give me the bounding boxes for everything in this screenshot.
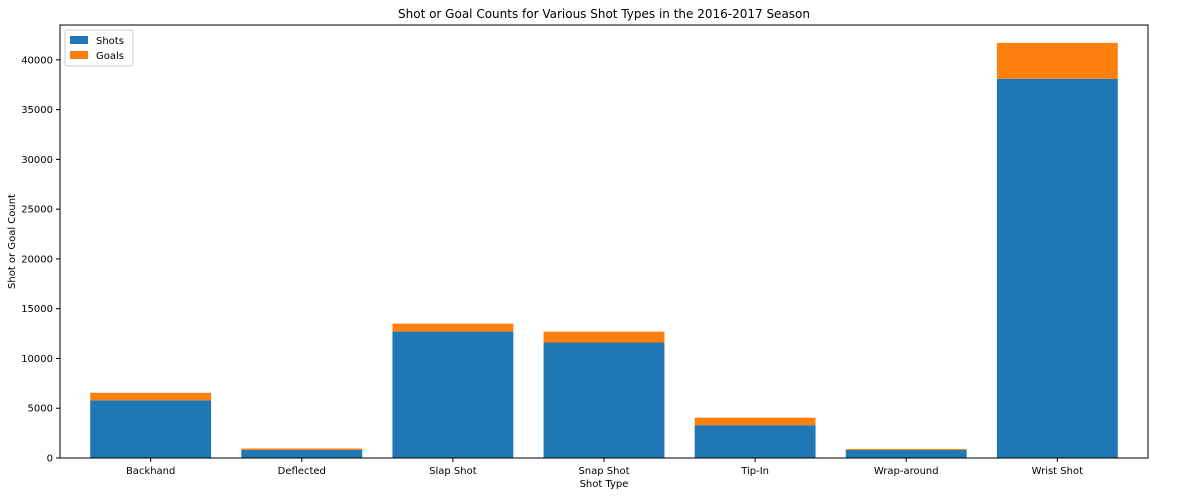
x-tick-label: Tip-In [740, 466, 769, 477]
bar-shots-wrap-around [845, 450, 967, 458]
y-tick-label: 15000 [21, 304, 53, 315]
bar-goals-wrap-around [845, 449, 967, 451]
y-tick-label: 25000 [21, 205, 53, 216]
x-tick-label: Wrist Shot [1032, 466, 1083, 477]
y-tick-label: 5000 [28, 404, 53, 415]
bar-shots-backhand [90, 400, 212, 458]
bar-shots-wrist-shot [996, 78, 1118, 459]
y-axis-label: Shot or Goal Count [7, 194, 18, 289]
bar-goals-deflected [241, 448, 363, 451]
legend-swatch-goals [70, 51, 88, 59]
bar-shots-tip-in [694, 425, 816, 458]
x-tick-label: Backhand [126, 466, 175, 477]
bar-shots-slap-shot [392, 331, 514, 458]
y-tick-label: 40000 [21, 55, 53, 66]
bar-goals-tip-in [694, 417, 816, 426]
bar-shots-snap-shot [543, 342, 665, 458]
y-tick-label: 30000 [21, 155, 53, 166]
legend-label-goals: Goals [96, 51, 124, 62]
x-tick-label: Slap Shot [429, 466, 477, 477]
bar-shots-deflected [241, 450, 363, 458]
bar-goals-snap-shot [543, 331, 665, 343]
bars-group [90, 42, 1118, 459]
y-ticks: 0 5000 10000 15000 20000 25000 30000 35000 40000 [21, 55, 60, 465]
bar-goals-wrist-shot [996, 42, 1118, 79]
y-tick-label: 10000 [21, 354, 53, 365]
legend-swatch-shots [70, 36, 88, 44]
y-tick-label: 0 [47, 454, 53, 465]
x-ticks: Backhand Deflected Slap Shot Snap Shot Tip-I… [126, 458, 1083, 477]
plot-frame [59, 24, 1149, 459]
x-tick-label: Deflected [278, 466, 326, 477]
y-tick-label: 20000 [21, 254, 53, 265]
legend-label-shots: Shots [96, 36, 124, 47]
legend: Shots Goals [64, 29, 134, 67]
chart-title: Shot or Goal Counts for Various Shot Typ… [398, 7, 810, 21]
bar-goals-slap-shot [392, 323, 514, 332]
x-axis-label: Shot Type [580, 479, 629, 490]
x-tick-label: Snap Shot [578, 466, 629, 477]
x-tick-label: Wrap-around [874, 466, 939, 477]
y-tick-label: 35000 [21, 105, 53, 116]
bar-goals-backhand [90, 392, 212, 401]
